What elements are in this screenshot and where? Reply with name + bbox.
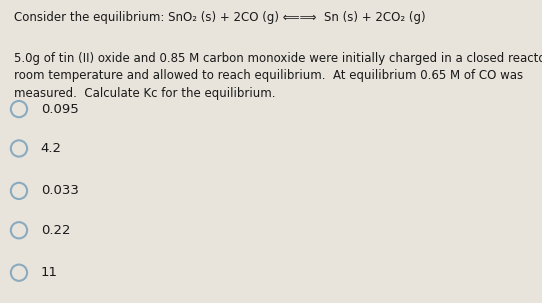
Text: 0.095: 0.095 [41, 103, 79, 115]
Text: 4.2: 4.2 [41, 142, 62, 155]
Text: Consider the equilibrium: SnO₂ (s) + 2CO (g) ⟸⟹  Sn (s) + 2CO₂ (g): Consider the equilibrium: SnO₂ (s) + 2CO… [14, 11, 425, 24]
Text: 0.033: 0.033 [41, 185, 79, 197]
Text: 5.0g of tin (II) oxide and 0.85 M carbon monoxide were initially charged in a cl: 5.0g of tin (II) oxide and 0.85 M carbon… [14, 52, 542, 99]
Text: 0.22: 0.22 [41, 224, 70, 237]
Text: 11: 11 [41, 266, 57, 279]
